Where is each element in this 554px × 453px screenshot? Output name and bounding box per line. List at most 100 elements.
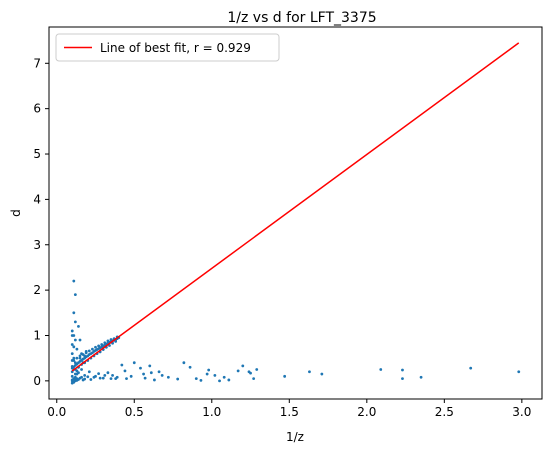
scatter-point — [222, 375, 226, 379]
scatter-point — [205, 372, 209, 376]
scatter-point — [91, 347, 94, 351]
scatter-point — [139, 366, 142, 370]
scatter-point — [78, 338, 82, 342]
scatter-point — [129, 374, 133, 378]
scatter-point — [73, 372, 77, 376]
scatter-point — [255, 368, 259, 371]
scatter-point — [115, 375, 119, 379]
scatter-point — [80, 375, 83, 379]
scatter-point — [148, 364, 152, 368]
scatter-point — [142, 372, 145, 376]
y-tick-label: 1 — [33, 328, 41, 342]
scatter-point — [86, 375, 90, 379]
scatter-point — [83, 377, 87, 381]
x-tick-label: 1.0 — [202, 405, 221, 419]
scatter-point — [73, 338, 77, 342]
scatter-point — [84, 349, 88, 353]
scatter-point — [379, 368, 383, 371]
scatter-point — [73, 293, 77, 297]
y-tick-label: 2 — [33, 283, 41, 297]
scatter-point — [132, 361, 136, 365]
scatter-point — [182, 361, 186, 365]
scatter-point — [83, 374, 87, 377]
scatter-point — [72, 345, 76, 349]
best-fit-line — [71, 42, 520, 372]
scatter-point — [92, 375, 96, 379]
legend: Line of best fit, r = 0.929 — [55, 33, 280, 62]
scatter-point — [97, 344, 101, 348]
scatter-point — [72, 334, 76, 337]
scatter-point — [188, 365, 192, 369]
scatter-point — [207, 368, 211, 372]
y-tick-label: 4 — [33, 192, 41, 206]
x-tick-label: 1.5 — [280, 405, 299, 419]
y-axis-label: d — [9, 209, 23, 217]
x-tick-label: 3.0 — [512, 405, 531, 419]
scatter-point — [77, 325, 80, 328]
scatter-point — [101, 376, 105, 380]
scatter-point — [249, 371, 252, 375]
y-tick-label: 3 — [33, 238, 41, 252]
scatter-point — [80, 352, 83, 356]
scatter-point — [83, 354, 87, 358]
scatter-point — [87, 370, 91, 374]
scatter-point — [89, 378, 93, 381]
scatter-point — [153, 378, 156, 382]
scatter-point — [72, 356, 76, 360]
scatter-point — [75, 369, 79, 373]
x-axis-label: 1/z — [286, 430, 304, 444]
scatter-point — [77, 371, 80, 375]
scatter-point — [75, 356, 79, 360]
scatter-point — [227, 378, 231, 382]
scatter-point — [283, 374, 287, 378]
scatter-point — [97, 372, 101, 375]
scatter-point — [73, 320, 77, 324]
y-tick-label: 0 — [33, 374, 41, 388]
scatter-point — [125, 377, 128, 380]
scatter-point — [109, 338, 113, 341]
plot-area — [70, 42, 521, 385]
scatter-point — [120, 363, 124, 367]
scatter-point — [236, 369, 240, 373]
legend-box — [55, 33, 280, 62]
scatter-point — [100, 343, 104, 346]
scatter-point — [218, 379, 221, 383]
scatter-point — [98, 376, 102, 380]
scatter-point — [252, 377, 256, 380]
scatter-point — [103, 374, 107, 377]
scatter-point — [176, 377, 180, 381]
scatter-point — [419, 375, 423, 379]
scatter-point — [70, 329, 74, 333]
scatter-point — [72, 311, 76, 315]
scatter-point — [78, 354, 82, 358]
scatter-point — [94, 345, 97, 349]
scatter-point — [199, 379, 203, 382]
axes-frame — [48, 26, 543, 400]
scatter-point — [123, 369, 127, 373]
scatter-point — [114, 339, 118, 343]
scatter-point — [160, 374, 164, 377]
scatter-point — [320, 372, 324, 376]
scatter-point — [241, 364, 245, 368]
scatter-point — [70, 343, 74, 346]
scatter-point — [106, 339, 110, 343]
scatter-point — [70, 359, 74, 362]
x-tick-label: 2.5 — [435, 405, 454, 419]
y-tick-label: 5 — [33, 147, 41, 161]
scatter-point — [194, 377, 198, 380]
scatter-point — [401, 368, 404, 372]
scatter-point — [78, 356, 82, 360]
scatter-point — [157, 370, 161, 374]
scatter-point — [70, 352, 74, 356]
scatter-point — [103, 341, 107, 345]
y-tick-label: 6 — [33, 102, 41, 116]
x-axis: 0.0 0.5 1.0 1.5 2.0 2.5 3.0 — [47, 399, 531, 419]
scatter-point — [70, 364, 74, 368]
scatter-point — [213, 374, 217, 377]
scatter-point — [149, 371, 153, 375]
scatter-point — [469, 366, 473, 370]
scatter-point — [111, 374, 114, 377]
scatter-point — [73, 361, 77, 365]
scatter-point — [70, 374, 74, 378]
